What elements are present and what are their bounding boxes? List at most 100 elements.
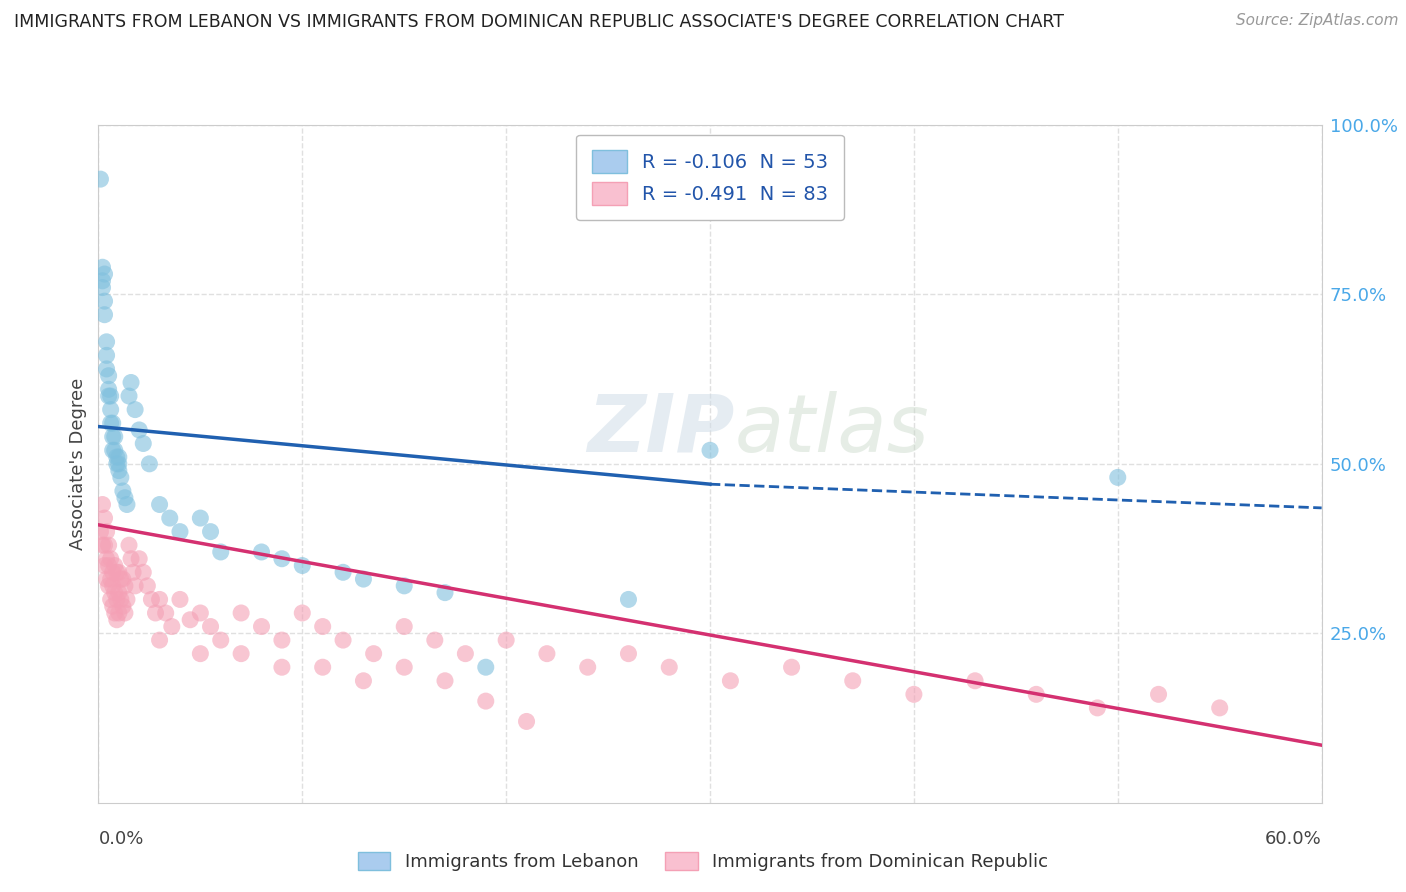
- Point: [108, 606, 131, 620]
- Point: [474, 660, 498, 674]
- Point: [658, 660, 681, 674]
- Point: [93, 308, 115, 322]
- Point: [93, 558, 115, 573]
- Point: [100, 389, 122, 403]
- Point: [96, 362, 118, 376]
- Point: [1209, 701, 1232, 715]
- Point: [270, 633, 294, 648]
- Point: [124, 402, 146, 417]
- Point: [97, 579, 120, 593]
- Point: [115, 592, 138, 607]
- Point: [209, 545, 232, 559]
- Point: [231, 647, 253, 661]
- Point: [149, 592, 172, 607]
- Point: [1147, 687, 1170, 701]
- Point: [91, 280, 114, 294]
- Point: [97, 558, 120, 573]
- Point: [111, 599, 134, 614]
- Point: [965, 673, 987, 688]
- Point: [270, 660, 294, 674]
- Point: [250, 545, 273, 559]
- Point: [392, 579, 416, 593]
- Point: [105, 566, 128, 580]
- Text: ZIP: ZIP: [588, 391, 734, 469]
- Point: [120, 376, 142, 390]
- Point: [89, 172, 111, 186]
- Text: atlas: atlas: [734, 391, 929, 469]
- Point: [291, 606, 314, 620]
- Point: [617, 592, 640, 607]
- Point: [291, 558, 314, 573]
- Point: [141, 592, 163, 607]
- Point: [352, 673, 374, 688]
- Point: [434, 673, 457, 688]
- Point: [100, 592, 122, 607]
- Point: [101, 416, 124, 430]
- Point: [169, 592, 191, 607]
- Point: [188, 647, 212, 661]
- Point: [169, 524, 191, 539]
- Point: [780, 660, 803, 674]
- Point: [104, 430, 127, 444]
- Point: [434, 585, 457, 599]
- Point: [576, 660, 599, 674]
- Point: [96, 524, 118, 539]
- Point: [97, 389, 120, 403]
- Text: 0.0%: 0.0%: [98, 830, 143, 848]
- Point: [363, 647, 385, 661]
- Point: [392, 619, 416, 633]
- Point: [270, 551, 294, 566]
- Point: [159, 511, 181, 525]
- Point: [231, 606, 253, 620]
- Text: IMMIGRANTS FROM LEBANON VS IMMIGRANTS FROM DOMINICAN REPUBLIC ASSOCIATE'S DEGREE: IMMIGRANTS FROM LEBANON VS IMMIGRANTS FR…: [14, 13, 1064, 31]
- Point: [124, 579, 146, 593]
- Point: [104, 558, 127, 573]
- Point: [128, 551, 150, 566]
- Point: [97, 382, 120, 396]
- Point: [101, 579, 124, 593]
- Point: [903, 687, 925, 701]
- Point: [97, 538, 120, 552]
- Point: [312, 619, 335, 633]
- Point: [93, 511, 115, 525]
- Point: [100, 416, 122, 430]
- Point: [132, 566, 155, 580]
- Point: [100, 572, 122, 586]
- Legend: R = -0.106  N = 53, R = -0.491  N = 83: R = -0.106 N = 53, R = -0.491 N = 83: [576, 135, 844, 220]
- Point: [118, 538, 141, 552]
- Point: [114, 579, 136, 593]
- Point: [114, 491, 136, 505]
- Point: [145, 606, 167, 620]
- Point: [96, 348, 118, 362]
- Point: [96, 551, 118, 566]
- Point: [1107, 470, 1129, 484]
- Point: [105, 450, 128, 464]
- Point: [495, 633, 517, 648]
- Point: [108, 585, 131, 599]
- Point: [128, 423, 150, 437]
- Y-axis label: Associate's Degree: Associate's Degree: [69, 377, 87, 550]
- Point: [149, 498, 172, 512]
- Point: [110, 592, 132, 607]
- Point: [93, 294, 115, 309]
- Point: [111, 483, 134, 498]
- Point: [100, 402, 122, 417]
- Point: [155, 606, 177, 620]
- Point: [108, 450, 131, 464]
- Point: [250, 619, 273, 633]
- Point: [101, 430, 124, 444]
- Point: [332, 633, 354, 648]
- Point: [1025, 687, 1047, 701]
- Point: [536, 647, 558, 661]
- Point: [108, 566, 131, 580]
- Point: [136, 579, 159, 593]
- Point: [332, 566, 354, 580]
- Point: [699, 443, 721, 458]
- Point: [392, 660, 416, 674]
- Point: [115, 498, 138, 512]
- Point: [617, 647, 640, 661]
- Point: [200, 524, 222, 539]
- Point: [122, 566, 145, 580]
- Point: [188, 606, 212, 620]
- Point: [105, 592, 128, 607]
